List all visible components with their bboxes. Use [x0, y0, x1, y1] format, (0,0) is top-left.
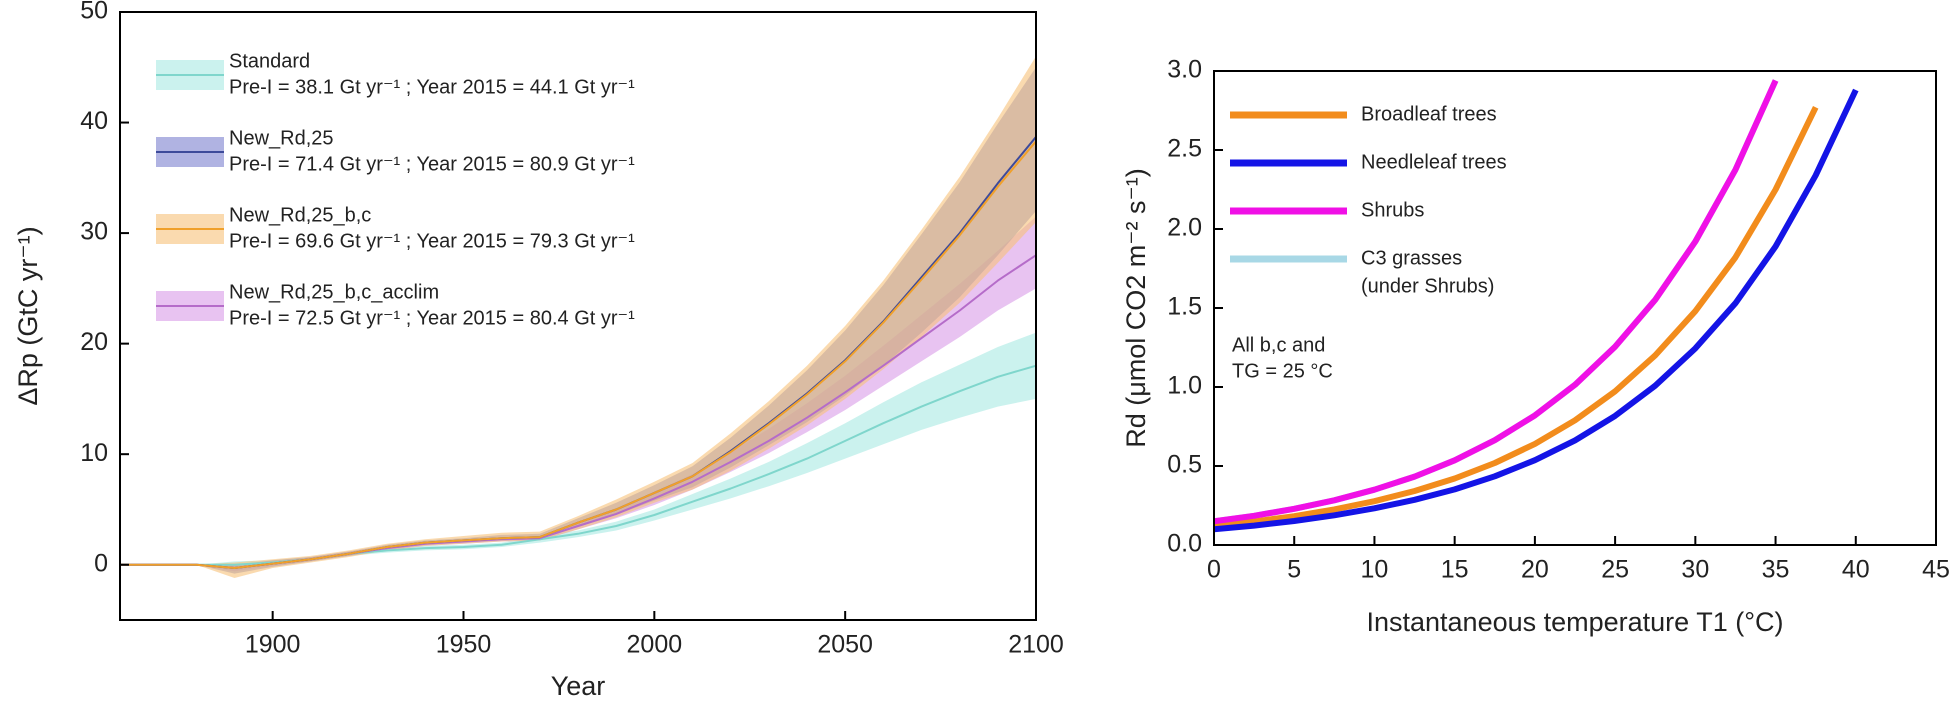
x-tick-label: 10: [1361, 556, 1389, 584]
y-tick-label: 1.5: [1167, 293, 1202, 321]
plot-area: [120, 56, 1036, 578]
legend-description: Pre-I = 72.5 Gt yr⁻¹ ; Year 2015 = 80.4 …: [229, 307, 635, 329]
x-tick-label: 2050: [817, 631, 873, 659]
x-tick-label: 5: [1287, 556, 1301, 584]
uncertainty-band: [120, 56, 1036, 578]
x-tick-label: 2100: [1008, 631, 1064, 659]
x-tick-label: 1950: [436, 631, 492, 659]
x-tick-label: 35: [1762, 556, 1790, 584]
y-tick-label: 1.0: [1167, 372, 1202, 400]
plot-frame: [1213, 70, 1937, 546]
series-line: [1214, 79, 1779, 525]
y-tick-label: 3.0: [1167, 56, 1202, 84]
legend-label: New_Rd,25: [229, 127, 334, 149]
x-tick-label: 45: [1922, 556, 1950, 584]
series-line: [120, 140, 1036, 569]
y-tick-label: 10: [80, 439, 108, 467]
legend-label: Standard: [229, 50, 310, 72]
legend-description: Pre-I = 38.1 Gt yr⁻¹ ; Year 2015 = 44.1 …: [229, 76, 635, 98]
panel: 1900 1950 2000 2050 2100 0 10 20 30 40 50 Year ΔRp (…: [13, 0, 1064, 701]
y-tick-label: 30: [80, 218, 108, 246]
annotation: All b,c and: [1232, 334, 1325, 356]
y-tick-label: 50: [80, 0, 108, 25]
legend-note: (under Shrubs): [1361, 275, 1494, 297]
x-tick-label: 0: [1207, 556, 1221, 584]
y-tick-label: 0.0: [1167, 530, 1202, 558]
legend-label: C3 grasses: [1361, 247, 1462, 269]
y-axis-title: ΔRp (GtC yr⁻¹): [13, 226, 43, 405]
x-tick-label: 25: [1601, 556, 1629, 584]
x-axis-title: Year: [551, 671, 606, 701]
panel: 0 5 10 15 20 25 30 35 40 45 0.0 0.5 1.0 1.5 2.0 2.5 3.0 I…: [1121, 56, 1950, 638]
series-line: [1214, 105, 1819, 529]
y-axis-title: Rd (μmol CO2 m⁻² s⁻¹): [1121, 168, 1151, 448]
y-tick-label: 2.5: [1167, 135, 1202, 163]
y-tick-label: 40: [80, 107, 108, 135]
legend-description: Pre-I = 69.6 Gt yr⁻¹ ; Year 2015 = 79.3 …: [229, 230, 635, 252]
x-tick-label: 2000: [627, 631, 683, 659]
plot-area: [1214, 79, 1859, 533]
series-line: [1214, 88, 1859, 533]
x-axis-title: Instantaneous temperature T1 (°C): [1366, 607, 1783, 637]
y-tick-label: 0.5: [1167, 451, 1202, 479]
y-tick-label: 2.0: [1167, 214, 1202, 242]
x-tick-label: 20: [1521, 556, 1549, 584]
x-tick-label: 15: [1441, 556, 1469, 584]
uncertainty-band: [120, 332, 1036, 571]
uncertainty-band: [120, 216, 1036, 572]
legend-label: Needleleaf trees: [1361, 151, 1507, 173]
legend-label: Shrubs: [1361, 199, 1424, 221]
annotation: TG = 25 °C: [1232, 360, 1333, 382]
legend-label: New_Rd,25_b,c: [229, 204, 371, 226]
x-tick-label: 40: [1842, 556, 1870, 584]
x-tick-label: 1900: [245, 631, 301, 659]
y-tick-label: 0: [94, 549, 108, 577]
legend-label: Broadleaf trees: [1361, 103, 1497, 125]
x-tick-label: 30: [1681, 556, 1709, 584]
series-line: [1214, 79, 1779, 525]
y-tick-label: 20: [80, 328, 108, 356]
legend-description: Pre-I = 71.4 Gt yr⁻¹ ; Year 2015 = 80.9 …: [229, 153, 635, 175]
plot-frame: [119, 11, 1037, 621]
legend-label: New_Rd,25_b,c_acclim: [229, 281, 439, 303]
series-line: [120, 364, 1036, 566]
